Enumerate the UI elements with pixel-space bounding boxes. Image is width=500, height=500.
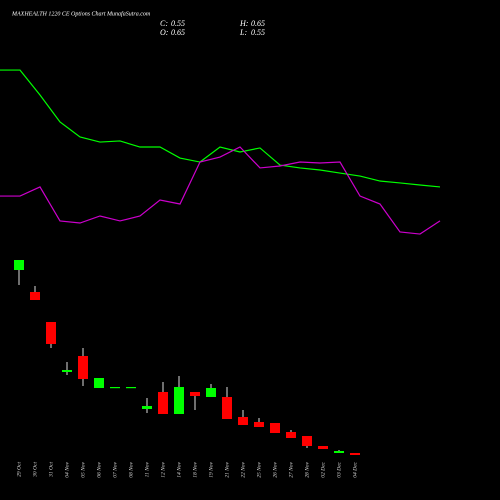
candle-body xyxy=(270,423,280,433)
indicator-line xyxy=(0,69,441,188)
x-tick-label: 31 Oct xyxy=(48,462,54,478)
x-tick-label: 11 Nov xyxy=(144,461,150,477)
x-tick-label: 02 Dec xyxy=(320,461,326,477)
x-tick-label: 28 Nov xyxy=(304,461,310,477)
x-tick-label: 26 Nov xyxy=(272,461,278,477)
candle-body xyxy=(46,322,56,344)
candle-body xyxy=(30,292,40,300)
ohlc-value: 0.55 xyxy=(251,28,265,37)
ohlc-value: 0.65 xyxy=(251,19,265,28)
ohlc-label: C: xyxy=(160,19,168,28)
x-tick-label: 04 Dec xyxy=(351,461,358,477)
x-tick-label: 06 Nov xyxy=(96,461,102,477)
candle-body xyxy=(302,436,312,446)
candle-body xyxy=(334,451,344,453)
candle-body xyxy=(206,388,216,397)
x-tick-label: 14 Nov xyxy=(175,461,182,477)
candle-body xyxy=(14,260,24,270)
candle-body xyxy=(158,392,168,414)
x-tick-label: 18 Nov xyxy=(192,461,198,477)
candle-body xyxy=(254,422,264,427)
x-tick-label: 03 Dec xyxy=(336,461,342,477)
candle-body xyxy=(238,417,248,425)
candle-body xyxy=(110,387,120,389)
ohlc-value: 0.65 xyxy=(171,28,185,37)
candle-body xyxy=(222,397,232,419)
x-tick-label: 27 Nov xyxy=(288,461,294,477)
ohlc-label: H: xyxy=(239,19,249,28)
x-tick-label: 12 Nov xyxy=(160,461,166,477)
candle-body xyxy=(78,356,88,379)
x-tick-label: 05 Nov xyxy=(80,461,86,477)
ohlc-label: O: xyxy=(160,28,169,37)
candle-body xyxy=(286,432,296,438)
candle-body xyxy=(350,453,360,455)
x-tick-label: 19 Nov xyxy=(208,461,214,477)
candle-body xyxy=(94,378,104,388)
x-tick-label: 29 Oct xyxy=(16,462,22,477)
x-tick-label: 07 Nov xyxy=(112,461,118,477)
chart-title: MAXHEALTH 1220 CE Options Chart MunafaSu… xyxy=(11,10,151,17)
x-tick-label: 25 Nov xyxy=(256,461,262,477)
x-tick-label: 08 Nov xyxy=(128,461,134,477)
indicator-line xyxy=(0,146,441,235)
candle-body xyxy=(174,387,184,414)
candle-body xyxy=(142,406,152,409)
x-tick-label: 30 Oct xyxy=(32,462,38,478)
candle-body xyxy=(126,387,136,389)
x-tick-label: 04 Nov xyxy=(63,461,70,477)
x-tick-label: 22 Nov xyxy=(240,461,246,477)
candle-body xyxy=(318,446,328,449)
ohlc-value: 0.55 xyxy=(171,19,185,28)
x-tick-label: 21 Nov xyxy=(224,461,230,477)
candle-body xyxy=(190,392,200,396)
candle-body xyxy=(62,370,72,372)
ohlc-label: L: xyxy=(239,28,247,37)
